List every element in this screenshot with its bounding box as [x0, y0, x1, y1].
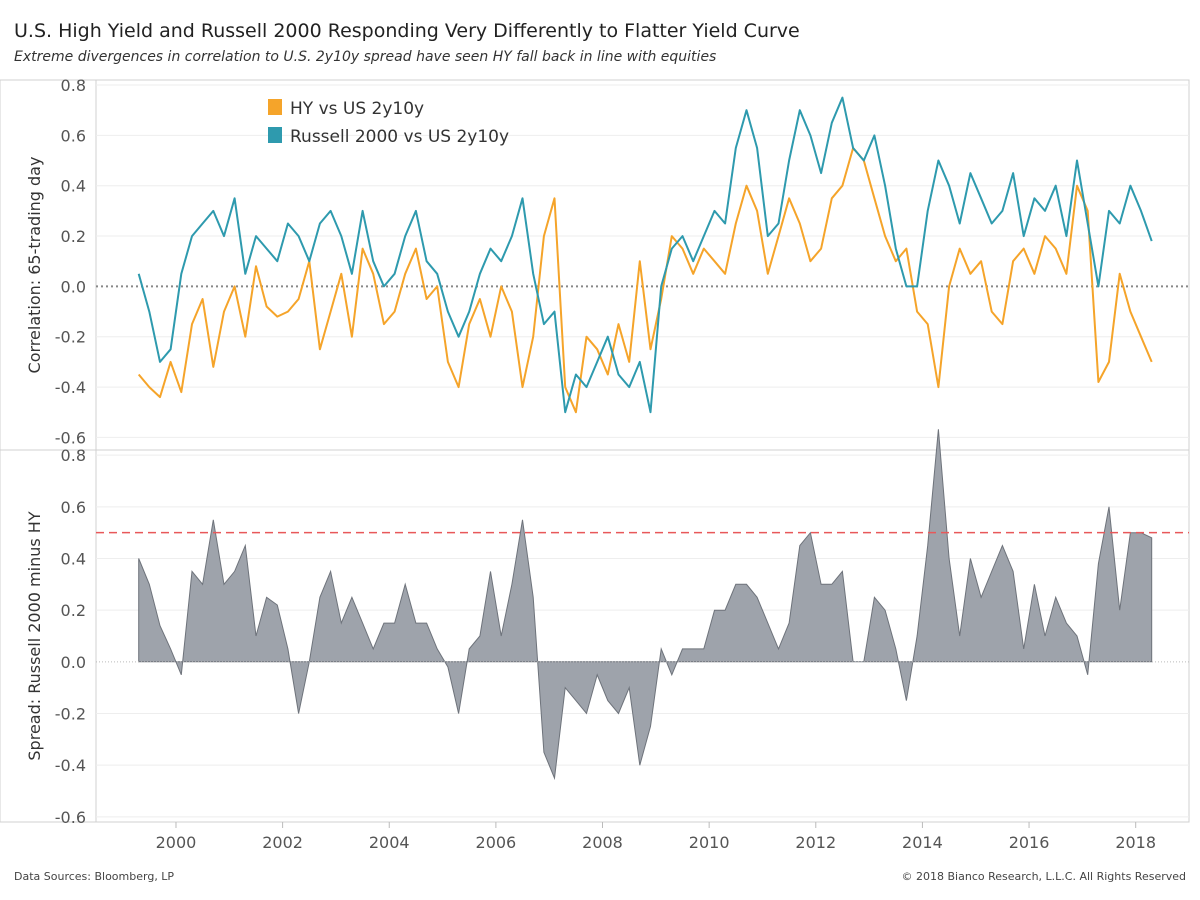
chart-title: U.S. High Yield and Russell 2000 Respond… [14, 20, 800, 42]
legend: HY vs US 2y10y Russell 2000 vs US 2y10y [268, 99, 509, 147]
x-tick-label: 2010 [689, 833, 730, 852]
chart-subtitle: Extreme divergences in correlation to U.… [14, 49, 717, 65]
bottom-y-tick-label: -0.6 [55, 808, 86, 827]
bottom-y-axis-label: Spread: Russell 2000 minus HY [25, 511, 44, 760]
x-tick-label: 2002 [262, 833, 303, 852]
spread-area-series [138, 429, 1153, 781]
copyright-note: © 2018 Bianco Research, L.L.C. All Right… [901, 870, 1186, 883]
reference-lines [96, 285, 1189, 663]
bottom-y-tick-label: -0.2 [55, 705, 86, 724]
top-y-axis: 0.8 0.6 0.4 0.2 0.0 -0.2 -0.4 -0.6 [55, 76, 86, 447]
bottom-y-axis: 0.8 0.6 0.4 0.2 0.0 -0.2 -0.4 -0.6 [55, 446, 86, 827]
top-y-axis-label: Correlation: 65-trading day [25, 157, 44, 374]
x-tick-label: 2000 [156, 833, 197, 852]
bottom-y-tick-label: 0.0 [61, 653, 86, 672]
russell-correlation-line [137, 96, 1153, 414]
bottom-y-tick-label: 0.6 [61, 498, 86, 517]
bottom-y-tick-label: -0.4 [55, 756, 86, 775]
bottom-y-tick-label: 0.8 [61, 446, 86, 465]
legend-swatch-hy [268, 99, 282, 115]
top-y-tick-label: 0.0 [61, 277, 86, 296]
top-y-tick-label: 0.4 [61, 177, 86, 196]
x-tick-label: 2006 [476, 833, 517, 852]
x-tick-label: 2014 [902, 833, 943, 852]
x-tick-label: 2008 [582, 833, 623, 852]
plot-frame [95, 79, 1190, 823]
x-tick-label: 2012 [795, 833, 836, 852]
x-axis: 2000 2002 2004 2006 2008 2010 2012 2014 2016 2018 [156, 822, 1156, 852]
bottom-y-tick-label: 0.2 [61, 601, 86, 620]
x-tick-label: 2004 [369, 833, 410, 852]
correlation-series [137, 96, 1153, 414]
top-y-tick-label: -0.6 [55, 428, 86, 447]
legend-label-russell: Russell 2000 vs US 2y10y [290, 127, 509, 147]
top-y-tick-label: 0.2 [61, 227, 86, 246]
x-tick-label: 2018 [1115, 833, 1156, 852]
legend-swatch-russell [268, 127, 282, 143]
spread-area-path [138, 429, 1153, 781]
top-gridlines [96, 84, 1189, 438]
top-y-tick-label: 0.6 [61, 126, 86, 145]
legend-label-hy: HY vs US 2y10y [290, 99, 424, 119]
bottom-y-tick-label: 0.4 [61, 550, 86, 569]
x-tick-label: 2016 [1009, 833, 1050, 852]
data-source-note: Data Sources: Bloomberg, LP [14, 870, 175, 883]
top-y-tick-label: 0.8 [61, 76, 86, 95]
top-y-tick-label: -0.4 [55, 378, 86, 397]
top-y-tick-label: -0.2 [55, 328, 86, 347]
hy-correlation-line [137, 147, 1153, 414]
